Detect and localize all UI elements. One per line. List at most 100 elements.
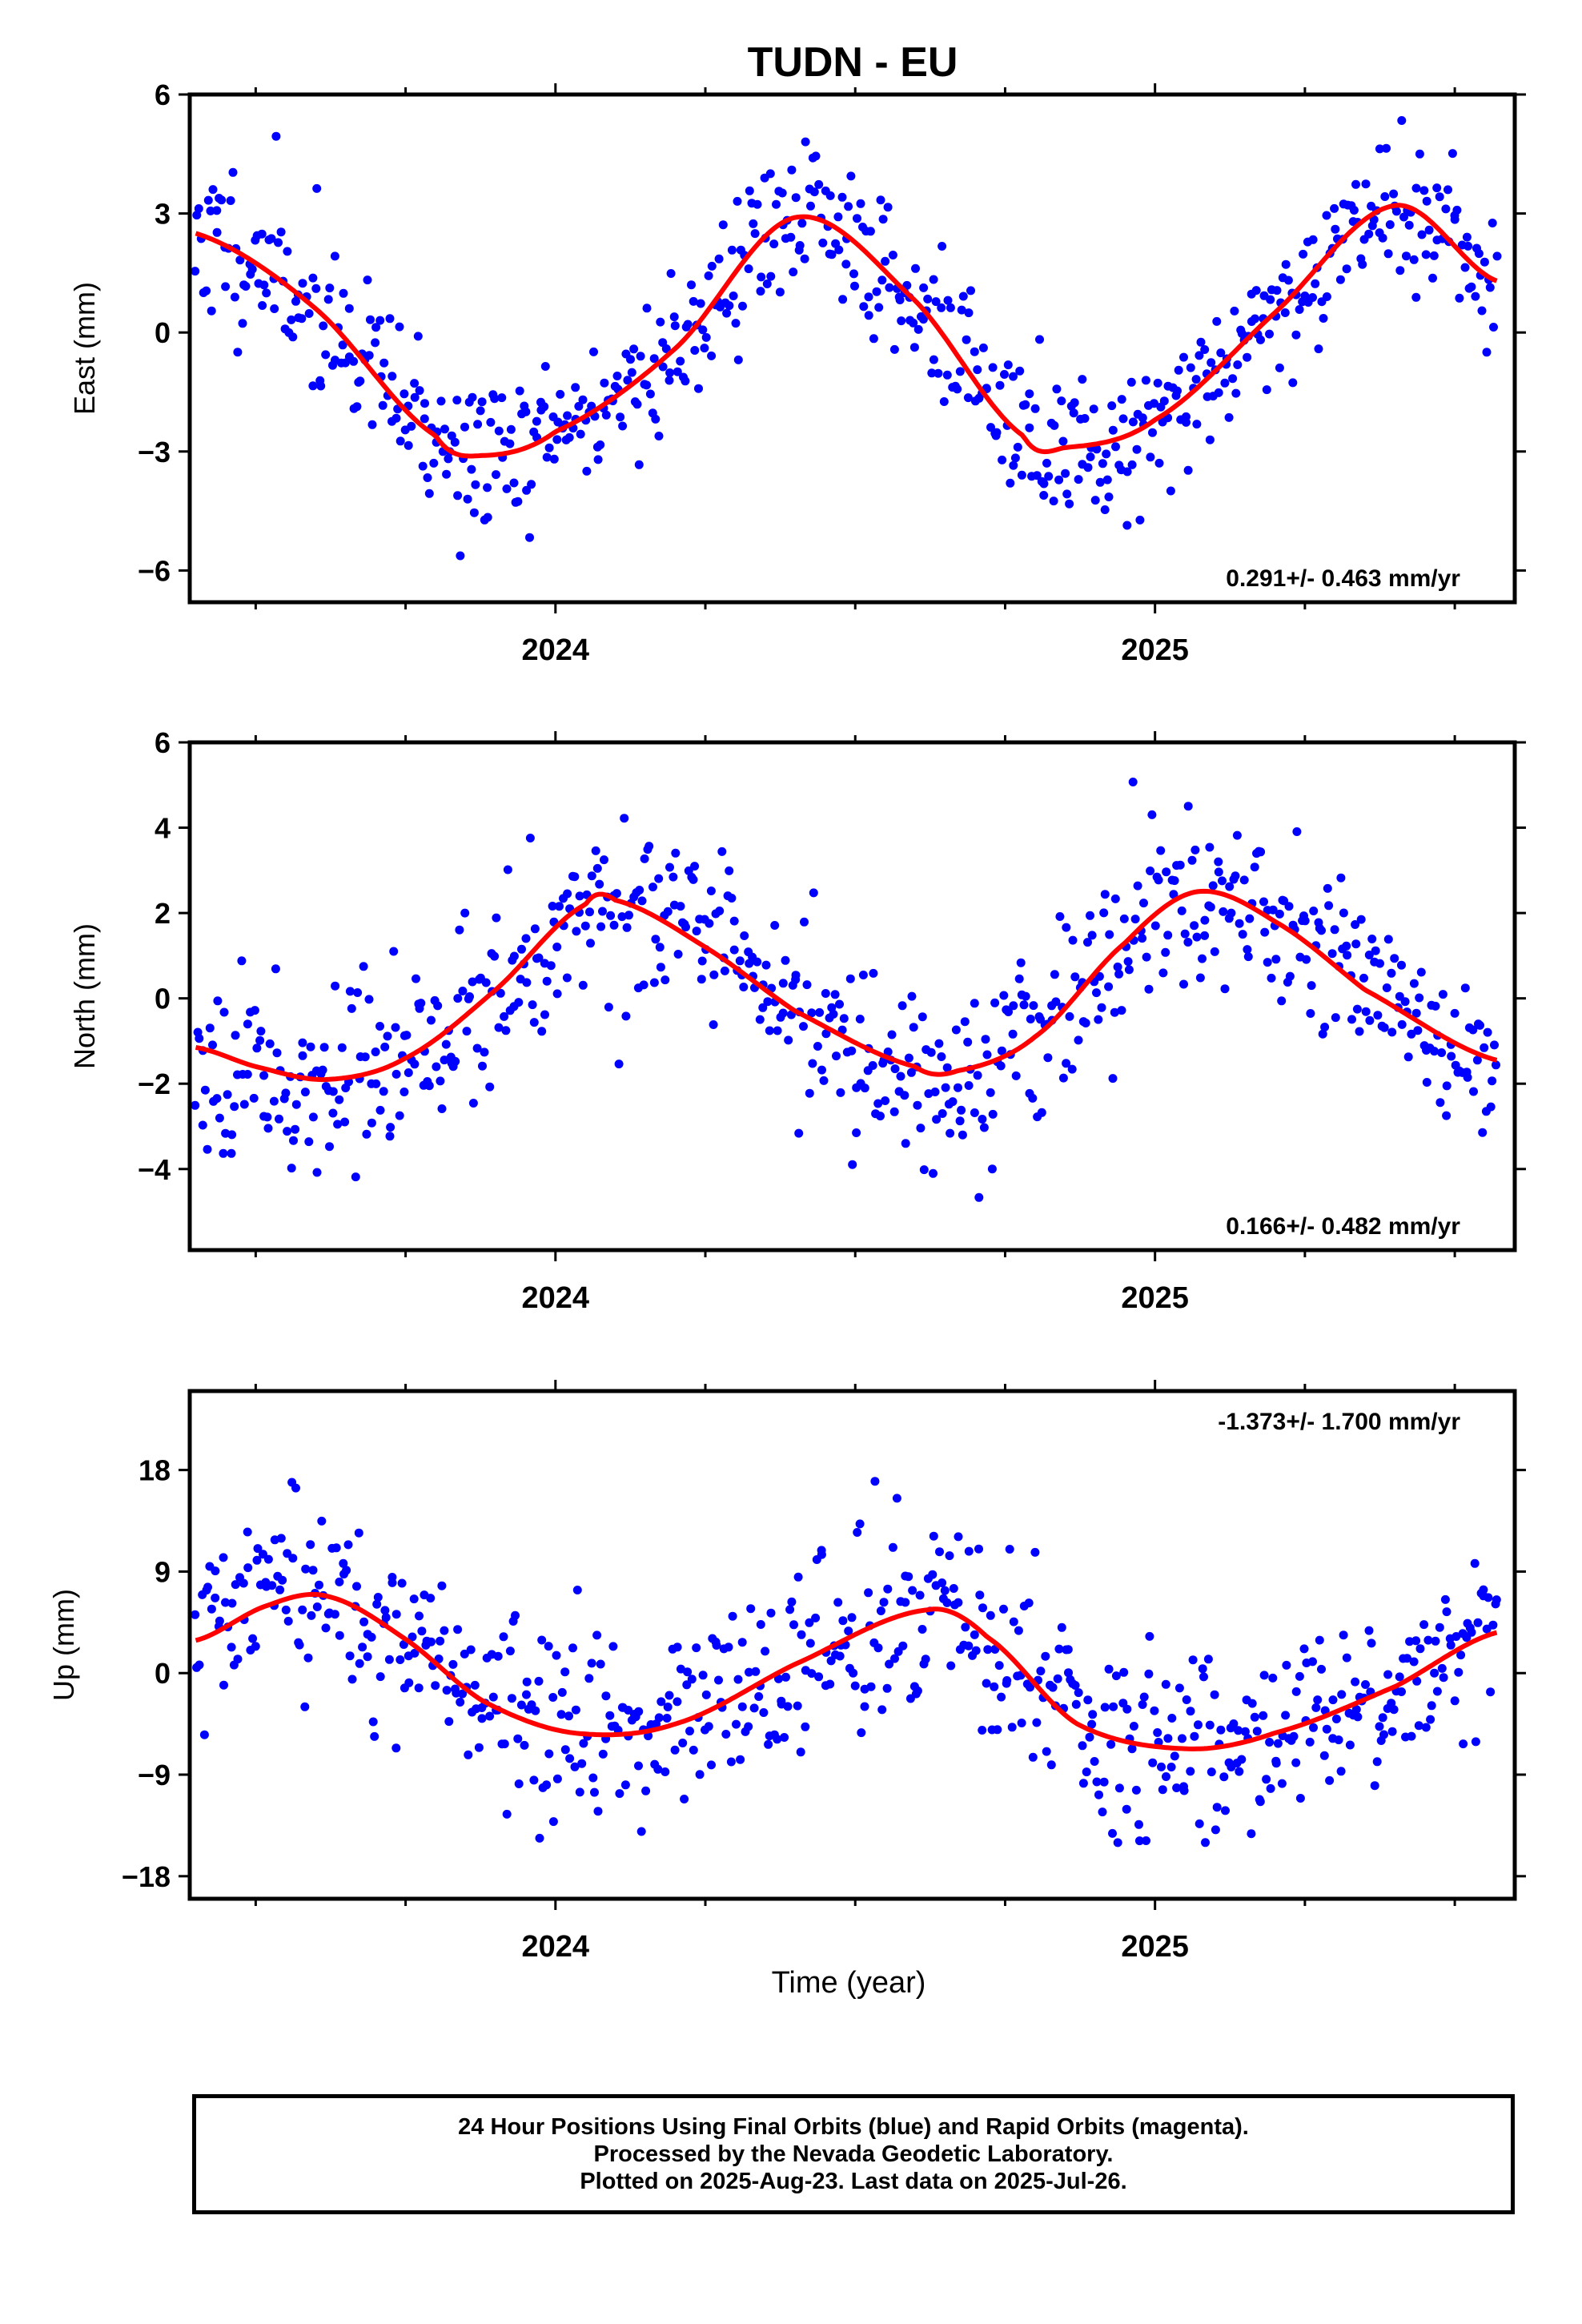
data-point [230, 292, 239, 302]
data-point [263, 1124, 273, 1133]
data-point [772, 199, 781, 209]
data-point [1375, 1722, 1384, 1731]
data-point [1167, 1714, 1177, 1723]
data-point [1028, 1093, 1038, 1103]
data-point [821, 1029, 831, 1039]
data-point [904, 1053, 913, 1063]
data-point [1411, 183, 1421, 193]
data-point [681, 923, 690, 932]
data-point [1117, 395, 1126, 404]
data-point [281, 1605, 291, 1614]
data-point [291, 1124, 300, 1134]
data-point [249, 1093, 259, 1103]
data-point [458, 987, 468, 995]
data-point [1385, 220, 1395, 229]
data-point [1375, 144, 1384, 154]
data-point [1378, 233, 1387, 243]
data-point [706, 887, 716, 895]
data-point [221, 282, 231, 292]
data-point [1229, 1719, 1239, 1728]
data-point [781, 1672, 790, 1682]
data-point [845, 974, 855, 983]
data-point [888, 251, 897, 259]
data-point [1131, 1785, 1141, 1795]
data-point [289, 1136, 298, 1145]
data-point [757, 272, 766, 282]
data-point [1014, 974, 1024, 983]
data-point [330, 1610, 339, 1619]
data-point [1431, 1636, 1440, 1646]
data-point [787, 165, 797, 175]
data-point [722, 308, 732, 318]
data-point [885, 283, 894, 292]
data-point [1311, 279, 1320, 288]
data-point [239, 1578, 248, 1588]
data-point [468, 977, 477, 987]
data-point [1327, 949, 1337, 959]
data-point [1471, 1737, 1480, 1747]
data-point [492, 913, 501, 923]
data-point [1085, 1732, 1094, 1742]
data-point [958, 292, 968, 301]
data-point [1019, 1000, 1029, 1010]
data-point [444, 454, 453, 464]
data-point [1314, 344, 1323, 354]
data-point [853, 1528, 862, 1537]
data-point [347, 1675, 357, 1684]
data-point [515, 386, 524, 396]
data-point [714, 254, 724, 263]
data-point [1200, 931, 1210, 940]
data-point [1435, 1098, 1445, 1108]
figure-title: TUDN - EU [748, 39, 958, 86]
data-point [1110, 1007, 1119, 1017]
data-point [939, 397, 949, 406]
data-point [687, 280, 696, 290]
data-point [1139, 1692, 1149, 1702]
data-point [601, 1691, 611, 1701]
data-point [586, 939, 595, 948]
data-point [1074, 1688, 1083, 1698]
data-point [704, 1722, 713, 1731]
data-point [263, 1554, 273, 1564]
data-point [371, 323, 381, 332]
data-point [714, 1675, 723, 1685]
data-point [661, 975, 670, 985]
data-point [1030, 1547, 1040, 1557]
data-point [1252, 1727, 1262, 1736]
data-point [856, 199, 865, 208]
data-point [1416, 967, 1426, 977]
data-point [964, 1081, 974, 1090]
data-point [1003, 360, 1013, 370]
data-point [522, 978, 532, 987]
data-point [750, 229, 760, 239]
y-axis-label: North (mm) [68, 923, 101, 1069]
data-point [1277, 1779, 1287, 1788]
data-point [1220, 984, 1230, 994]
data-point [701, 332, 711, 342]
data-point [1104, 493, 1114, 501]
data-point [957, 305, 966, 315]
data-point [929, 275, 938, 284]
data-point [1228, 374, 1238, 384]
data-point [1017, 1719, 1026, 1727]
data-point [211, 1566, 220, 1576]
data-point [682, 1680, 692, 1690]
data-point [827, 250, 837, 259]
data-point [453, 1625, 463, 1634]
data-point [1062, 489, 1072, 499]
data-point [355, 376, 365, 386]
data-point [1039, 479, 1049, 489]
data-point [1479, 1585, 1488, 1594]
data-point [1291, 330, 1301, 340]
data-point [888, 1542, 897, 1552]
data-point [797, 1630, 806, 1639]
data-point [221, 1598, 230, 1607]
y-tick-label: 18 [139, 1454, 171, 1487]
data-point [1383, 249, 1393, 259]
data-point [219, 1007, 229, 1017]
data-point [1250, 862, 1259, 872]
caption-line-2: Processed by the Nevada Geodetic Laborat… [593, 2141, 1114, 2167]
data-point [763, 997, 773, 1007]
data-point [1000, 370, 1009, 379]
data-point [375, 1022, 384, 1031]
